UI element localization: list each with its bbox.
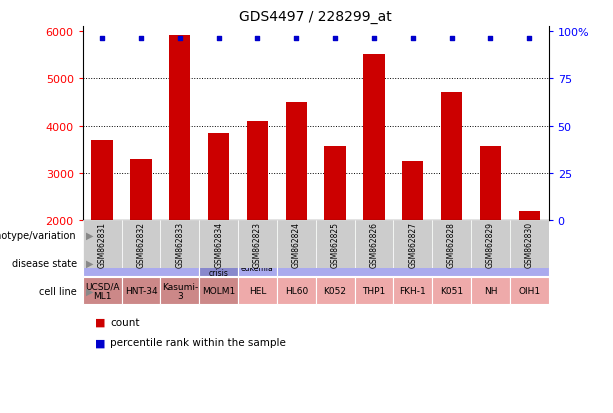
Text: MOLM1: MOLM1 [202, 287, 235, 296]
Text: EVI1 low: EVI1 low [373, 230, 414, 240]
Bar [131, 159, 151, 221]
Bar [519, 211, 540, 221]
Bar [199, 249, 238, 277]
Point [447, 36, 457, 42]
Text: count: count [110, 317, 140, 327]
Text: FKH-1: FKH-1 [400, 287, 426, 296]
Bar [83, 278, 121, 305]
Text: GSM862833: GSM862833 [175, 222, 185, 268]
Point [524, 36, 534, 42]
Point [175, 36, 185, 42]
Text: ▶: ▶ [86, 258, 93, 268]
Bar [364, 55, 384, 221]
Bar [471, 278, 510, 305]
Bar [277, 278, 316, 305]
Bar [121, 278, 161, 305]
Bar [316, 221, 354, 268]
Bar [161, 221, 199, 268]
Title: GDS4497 / 228299_at: GDS4497 / 228299_at [239, 10, 392, 24]
Bar [277, 221, 316, 268]
Bar [199, 221, 238, 268]
Point [485, 36, 495, 42]
Text: GSM862827: GSM862827 [408, 222, 417, 268]
Point [253, 36, 262, 42]
Text: percentile rank within the sample: percentile rank within the sample [110, 337, 286, 347]
Text: EVI1 high: EVI1 high [137, 230, 183, 240]
Point [291, 36, 301, 42]
Text: Kasumi-
3: Kasumi- 3 [162, 282, 198, 301]
Bar [324, 147, 346, 221]
Bar [247, 121, 268, 221]
Text: acute myeloid leukemia: acute myeloid leukemia [95, 259, 187, 268]
Text: K051: K051 [440, 287, 463, 296]
Bar [354, 221, 394, 268]
Bar [510, 221, 549, 268]
Text: ▶: ▶ [86, 230, 93, 240]
Text: GSM862824: GSM862824 [292, 222, 301, 268]
Bar [432, 278, 471, 305]
Text: OIH1: OIH1 [518, 287, 540, 296]
Text: cell line: cell line [39, 286, 77, 296]
Bar [238, 221, 277, 268]
Bar [432, 221, 471, 268]
Text: genotype/variation: genotype/variation [0, 230, 77, 240]
Text: CML in
blast
crisis: CML in blast crisis [206, 249, 232, 277]
Point [408, 36, 417, 42]
Bar [161, 278, 199, 305]
Text: acute myeloid leukemia: acute myeloid leukemia [367, 259, 459, 268]
Bar [441, 93, 462, 221]
Bar [91, 140, 113, 221]
Text: GSM862823: GSM862823 [253, 222, 262, 268]
Text: GSM862830: GSM862830 [525, 222, 534, 268]
Text: HEL: HEL [249, 287, 266, 296]
Point [97, 36, 107, 42]
Text: GSM862831: GSM862831 [97, 222, 107, 268]
Text: HNT-34: HNT-34 [124, 287, 158, 296]
Bar [394, 278, 432, 305]
Text: NH: NH [484, 287, 497, 296]
Text: ▶: ▶ [86, 286, 93, 296]
Bar [402, 162, 424, 221]
Point [330, 36, 340, 42]
Text: erythrol
eukemia: erythrol eukemia [241, 254, 274, 273]
Point [136, 36, 146, 42]
Text: GSM862832: GSM862832 [137, 222, 145, 268]
Bar [471, 221, 510, 268]
Bar [316, 278, 354, 305]
Bar [121, 221, 161, 268]
Text: disease state: disease state [12, 258, 77, 268]
Text: THP1: THP1 [362, 287, 386, 296]
Text: ■: ■ [95, 337, 105, 347]
Bar [238, 249, 277, 277]
Bar [199, 278, 238, 305]
Bar [510, 278, 549, 305]
Text: GSM862829: GSM862829 [486, 222, 495, 268]
Text: K052: K052 [324, 287, 346, 296]
Bar [83, 249, 199, 277]
Point [369, 36, 379, 42]
Point [214, 36, 224, 42]
Bar [83, 221, 238, 249]
Bar [277, 249, 549, 277]
Bar [286, 102, 307, 221]
Text: GSM862834: GSM862834 [214, 222, 223, 268]
Bar [238, 221, 549, 249]
Bar [238, 278, 277, 305]
Bar [208, 133, 229, 221]
Bar [354, 278, 394, 305]
Text: ■: ■ [95, 317, 105, 327]
Bar [83, 221, 121, 268]
Text: GSM862825: GSM862825 [330, 222, 340, 268]
Text: HL60: HL60 [284, 287, 308, 296]
Text: UCSD/A
ML1: UCSD/A ML1 [85, 282, 120, 301]
Text: GSM862826: GSM862826 [370, 222, 378, 268]
Bar [480, 147, 501, 221]
Text: GSM862828: GSM862828 [447, 222, 456, 268]
Bar [169, 36, 191, 221]
Bar [394, 221, 432, 268]
